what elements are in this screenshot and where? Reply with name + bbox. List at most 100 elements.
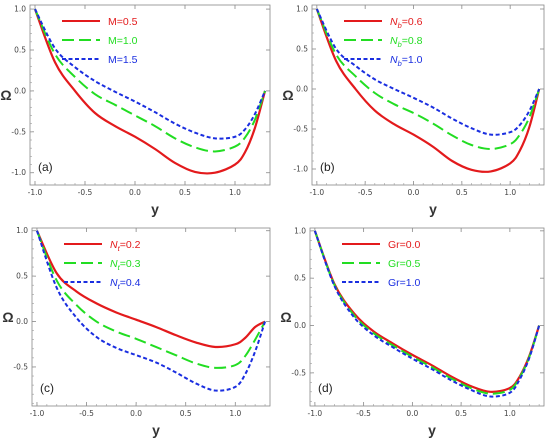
x-tick-label: -1.0 bbox=[310, 188, 325, 197]
series-line-1 bbox=[313, 230, 541, 393]
legend-subscript: b bbox=[398, 59, 402, 68]
x-tick-label: 1.0 bbox=[504, 188, 516, 197]
y-tick-label: 0.5 bbox=[16, 272, 28, 281]
x-tick-label: -1.0 bbox=[30, 409, 45, 418]
y-tick-label: 1.0 bbox=[14, 5, 26, 14]
x-tick-label: -0.5 bbox=[356, 409, 371, 418]
x-tick-label: 1.0 bbox=[504, 409, 516, 418]
legend-value: =0.3 bbox=[120, 258, 141, 270]
y-tick-label: 1.0 bbox=[296, 5, 308, 14]
legend-entry: Nb=0.8 bbox=[390, 35, 423, 49]
legend-symbol: Gr bbox=[388, 277, 400, 289]
legend-symbol: N bbox=[110, 258, 118, 270]
series-line-2 bbox=[315, 8, 541, 151]
plot-frame bbox=[309, 227, 545, 407]
chart-panel-a: -1.0 -0.5 0.0 0.5 1.0-1.0-0.50.00.51.0yΩM=0.… bbox=[0, 4, 271, 217]
legend-entry: Nt=0.4 bbox=[110, 277, 141, 291]
series-line-3 bbox=[36, 230, 266, 392]
chart-panel-b: -1.0 -0.5 0.0 0.5 1.0-1.0-0.50.00.51.0yΩNb=0… bbox=[282, 5, 545, 217]
y-tick-label: 0.5 bbox=[294, 274, 306, 283]
legend-value: =1.0 bbox=[402, 54, 423, 66]
chart-panel-c: -1.0 -0.5 0.0 0.5 1.0-0.50.00.51.0yΩNt=0.2Nt… bbox=[2, 226, 271, 438]
x-tick-label: -0.5 bbox=[79, 409, 94, 418]
legend-symbol: N bbox=[110, 277, 118, 289]
x-axis-label: y bbox=[429, 201, 437, 217]
x-tick-label: 0.5 bbox=[180, 409, 192, 418]
series-line-2 bbox=[36, 230, 266, 369]
legend-symbol: N bbox=[390, 54, 398, 66]
legend-value: =0.6 bbox=[402, 16, 423, 28]
y-tick-label: -1.0 bbox=[293, 165, 308, 174]
legend-value: =1.0 bbox=[117, 35, 138, 47]
x-tick-label: 0.5 bbox=[455, 409, 467, 418]
series-line-2 bbox=[34, 8, 266, 153]
series-line-1 bbox=[35, 230, 266, 349]
legend-entry: Gr=1.0 bbox=[388, 277, 421, 289]
legend-symbol: N bbox=[110, 239, 118, 251]
x-tick-label: -0.5 bbox=[358, 188, 373, 197]
series-line-3 bbox=[315, 8, 541, 136]
legend-value: =0.8 bbox=[402, 35, 423, 47]
series-line-3 bbox=[313, 230, 541, 398]
legend-symbol: N bbox=[390, 16, 398, 28]
series-line-2 bbox=[313, 230, 541, 395]
y-tick-label: -0.5 bbox=[291, 368, 306, 377]
legend-entry: M=0.5 bbox=[108, 16, 138, 28]
x-tick-label: 0.5 bbox=[179, 188, 191, 197]
y-axis-label: Ω bbox=[0, 87, 11, 103]
panel-label: (d) bbox=[318, 381, 333, 395]
panel-label: (c) bbox=[40, 381, 54, 395]
y-tick-label: -1.0 bbox=[11, 168, 26, 177]
y-tick-label: -0.5 bbox=[13, 362, 28, 371]
series-line-1 bbox=[315, 8, 541, 173]
legend-value: =0.5 bbox=[400, 258, 421, 270]
y-tick-label: 0.0 bbox=[14, 86, 26, 95]
y-axis-label: Ω bbox=[282, 87, 293, 103]
legend-entry: Gr=0.0 bbox=[388, 239, 421, 251]
x-axis-label: y bbox=[151, 201, 159, 217]
legend-symbol: M bbox=[108, 35, 117, 47]
legend-symbol: Gr bbox=[388, 258, 400, 270]
legend-entry: M=1.5 bbox=[108, 54, 138, 66]
legend-subscript: t bbox=[118, 263, 121, 272]
x-tick-label: 0.0 bbox=[406, 409, 418, 418]
x-tick-label: 1.0 bbox=[229, 409, 241, 418]
x-axis-label: y bbox=[428, 422, 436, 438]
x-tick-label: 0.0 bbox=[408, 188, 420, 197]
x-tick-label: 0.5 bbox=[456, 188, 468, 197]
legend-entry: Gr=0.5 bbox=[388, 258, 421, 270]
legend-subscript: t bbox=[118, 244, 121, 253]
chart-panel-d: -1.0 -0.5 0.0 0.5 1.0-0.50.00.51.0yΩGr=0.0Gr… bbox=[280, 226, 545, 438]
series-line-1 bbox=[33, 8, 267, 175]
legend-entry: Nb=0.6 bbox=[390, 16, 423, 30]
legend-value: =0.4 bbox=[120, 277, 141, 289]
x-tick-label: -1.0 bbox=[28, 188, 43, 197]
legend-entry: M=1.0 bbox=[108, 35, 138, 47]
x-tick-label: 1.0 bbox=[229, 188, 241, 197]
y-tick-label: -0.5 bbox=[293, 125, 308, 134]
series-line-3 bbox=[34, 8, 266, 140]
x-tick-label: 0.0 bbox=[130, 409, 142, 418]
legend-entry: Nt=0.3 bbox=[110, 258, 141, 272]
legend-symbol: Gr bbox=[388, 239, 400, 251]
y-tick-label: 0.0 bbox=[296, 85, 308, 94]
legend-value: =0.5 bbox=[117, 16, 138, 28]
legend-symbol: M bbox=[108, 54, 117, 66]
legend-subscript: b bbox=[398, 40, 402, 49]
y-tick-label: 1.0 bbox=[16, 226, 28, 235]
plot-frame bbox=[29, 4, 271, 186]
legend-value: =0.0 bbox=[400, 239, 421, 251]
legend-value: =1.0 bbox=[400, 277, 421, 289]
y-tick-label: 0.0 bbox=[16, 317, 28, 326]
panel-label: (b) bbox=[320, 160, 335, 174]
x-tick-label: 0.0 bbox=[129, 188, 141, 197]
legend-value: =1.5 bbox=[117, 54, 138, 66]
x-tick-label: -1.0 bbox=[308, 409, 323, 418]
y-axis-label: Ω bbox=[2, 309, 13, 325]
y-tick-label: 0.5 bbox=[296, 45, 308, 54]
panel-label: (a) bbox=[38, 160, 53, 174]
x-tick-label: -0.5 bbox=[78, 188, 93, 197]
legend-value: =0.2 bbox=[120, 239, 141, 251]
legend-subscript: t bbox=[118, 282, 121, 291]
